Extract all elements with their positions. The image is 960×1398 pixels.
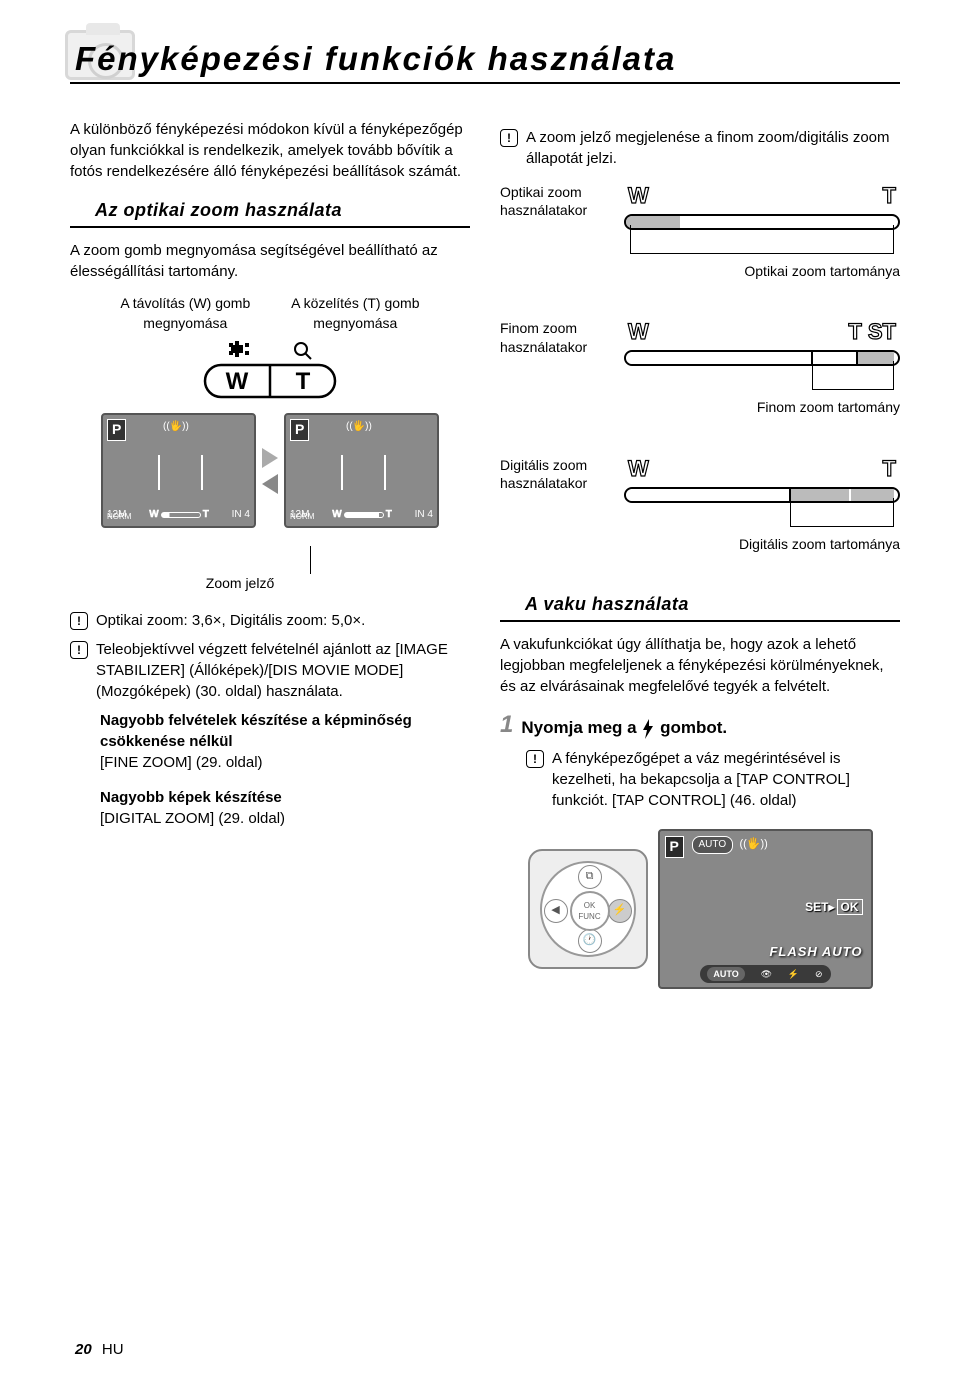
optical-zoom-bar: W T Optikai zoom tartománya bbox=[624, 181, 900, 281]
optical-zoom-heading: Az optikai zoom használata bbox=[70, 196, 470, 228]
note-text: Optikai zoom: 3,6×, Digitális zoom: 5,0×… bbox=[96, 610, 365, 631]
fine-zoom-bar-row: Finom zoom használatakor W T ST Finom zoom… bbox=[500, 317, 900, 417]
mode-p-badge: P bbox=[665, 836, 684, 858]
page-title: Fényképezési funkciók használata bbox=[75, 40, 900, 78]
fine-zoom-range-label: Finom zoom tartomány bbox=[624, 398, 900, 418]
set-ok-label: SET▸OK bbox=[805, 899, 862, 916]
flash-mode-auto: AUTO bbox=[707, 967, 744, 982]
t-letter: T bbox=[883, 454, 896, 485]
st-letter: ST bbox=[868, 319, 896, 344]
dpad-down-icon: 🕐 bbox=[578, 929, 602, 953]
digital-zoom-heading: Nagyobb képek készítése bbox=[100, 787, 470, 808]
in-counter: IN 4 bbox=[415, 508, 433, 522]
norm-label: NORM bbox=[290, 511, 314, 522]
title-underline bbox=[70, 82, 900, 84]
warn-icon: ! bbox=[70, 641, 88, 659]
dpad-left-icon: ◀ bbox=[544, 899, 568, 923]
svg-text:T: T bbox=[296, 368, 311, 395]
flash-diagram: ⧉ 🕐 ◀ ⚡ OKFUNC P AUTO ((🖐)) SET▸OK FLASH… bbox=[500, 829, 900, 989]
note-text: Teleobjektívvel végzett felvételnél aján… bbox=[96, 639, 470, 702]
step-number: 1 bbox=[500, 713, 513, 737]
left-column: A különböző fényképezési módokon kívül a… bbox=[70, 119, 470, 989]
page-number: 20 HU bbox=[75, 1341, 124, 1358]
svg-text:W: W bbox=[226, 368, 249, 395]
flash-heading: A vaku használata bbox=[500, 590, 900, 622]
digital-zoom-bar-row: Digitális zoom használatakor W T Digitáli… bbox=[500, 454, 900, 554]
intro-paragraph: A különböző fényképezési módokon kívül a… bbox=[70, 119, 470, 182]
flash-step-1: 1 Nyomja meg a gombot. bbox=[500, 713, 900, 740]
stabilizer-icon: ((🖐)) bbox=[346, 420, 372, 434]
right-column: ! A zoom jelző megjelenése a finom zoom/… bbox=[500, 119, 900, 989]
note-text: A zoom jelző megjelenése a finom zoom/di… bbox=[526, 127, 900, 169]
flash-mode-on: ⚡ bbox=[788, 968, 799, 981]
t-button-label: A közelítés (T) gomb megnyomása bbox=[271, 294, 440, 333]
digital-zoom-bar-label: Digitális zoom használatakor bbox=[500, 454, 610, 492]
page-number-value: 20 bbox=[75, 1341, 92, 1358]
fine-zoom-ref: [FINE ZOOM] (29. oldal) bbox=[100, 752, 470, 773]
t-letter: T bbox=[848, 319, 861, 344]
zoom-button-labels: A távolítás (W) gomb megnyomása A közelí… bbox=[70, 294, 470, 333]
zoom-mini-indicator: W T bbox=[332, 508, 392, 522]
optical-zoom-desc: A zoom gomb megnyomása segítségével beál… bbox=[70, 240, 470, 282]
mode-p-badge: P bbox=[290, 419, 309, 441]
flash-step-note: ! A fényképezőgépet a váz megérintésével… bbox=[526, 748, 900, 811]
norm-label: NORM bbox=[107, 511, 131, 522]
dpad-right-flash-icon: ⚡ bbox=[608, 899, 632, 923]
zoom-mini-indicator: W T bbox=[149, 508, 209, 522]
dpad-up-icon: ⧉ bbox=[578, 865, 602, 889]
flash-mode-off: ⊘ bbox=[815, 968, 823, 981]
warn-icon: ! bbox=[500, 129, 518, 147]
dpad-center-ok: OKFUNC bbox=[570, 891, 610, 931]
note-text: A fényképezőgépet a váz megérintésével i… bbox=[552, 748, 900, 811]
optical-zoom-bar-row: Optikai zoom használatakor W T Optikai zo… bbox=[500, 181, 900, 281]
dpad-control: ⧉ 🕐 ◀ ⚡ OKFUNC bbox=[528, 849, 648, 969]
flash-mode-bar: AUTO 👁 ⚡ ⊘ bbox=[700, 965, 831, 983]
stabilizer-icon: ((🖐)) bbox=[163, 420, 189, 434]
flash-mode-redeye: 👁 bbox=[761, 968, 772, 981]
zoom-indicator-note: ! A zoom jelző megjelenése a finom zoom/… bbox=[500, 127, 900, 169]
warn-icon: ! bbox=[526, 750, 544, 768]
note-stabilizer: ! Teleobjektívvel végzett felvételnél aj… bbox=[70, 639, 470, 702]
w-letter: W bbox=[628, 454, 649, 485]
focus-brackets bbox=[158, 455, 203, 490]
stabilizer-icon: ((🖐)) bbox=[740, 837, 768, 852]
zoom-rocker-diagram: W T bbox=[175, 339, 365, 403]
fine-zoom-heading: Nagyobb felvételek készítése a képminősé… bbox=[100, 710, 470, 752]
page-lang: HU bbox=[102, 1341, 124, 1358]
w-letter: W bbox=[628, 317, 649, 348]
optical-zoom-range-label: Optikai zoom tartománya bbox=[624, 262, 900, 282]
mode-p-badge: P bbox=[107, 419, 126, 441]
digital-zoom-range-label: Digitális zoom tartománya bbox=[624, 535, 900, 555]
lcd-preview-row: P ((🖐)) 12M W T IN 4 NORM bbox=[70, 413, 470, 528]
auto-pill: AUTO bbox=[692, 836, 734, 854]
t-letter: T bbox=[883, 181, 896, 212]
digital-zoom-ref: [DIGITAL ZOOM] (29. oldal) bbox=[100, 808, 470, 829]
optical-zoom-bar-label: Optikai zoom használatakor bbox=[500, 181, 610, 219]
focus-brackets bbox=[341, 455, 386, 490]
step-text: Nyomja meg a gombot. bbox=[521, 713, 727, 740]
flash-desc: A vakufunkciókat úgy állíthatja be, hogy… bbox=[500, 634, 900, 697]
two-column-layout: A különböző fényképezési módokon kívül a… bbox=[70, 119, 900, 989]
note-optical-digital: ! Optikai zoom: 3,6×, Digitális zoom: 5,… bbox=[70, 610, 470, 631]
w-letter: W bbox=[628, 181, 649, 212]
flash-lcd-preview: P AUTO ((🖐)) SET▸OK FLASH AUTO AUTO 👁 ⚡ … bbox=[658, 829, 873, 989]
w-button-label: A távolítás (W) gomb megnyomása bbox=[100, 294, 271, 333]
digital-zoom-bar: W T Digitális zoom tartománya bbox=[624, 454, 900, 554]
digital-zoom-block: Nagyobb képek készítése [DIGITAL ZOOM] (… bbox=[70, 787, 470, 829]
fine-zoom-block: Nagyobb felvételek készítése a képminősé… bbox=[70, 710, 470, 773]
fine-zoom-bar-label: Finom zoom használatakor bbox=[500, 317, 610, 355]
warn-icon: ! bbox=[70, 612, 88, 630]
lcd-tele-preview: P ((🖐)) 12M W T IN 4 NORM bbox=[284, 413, 439, 528]
flash-icon bbox=[641, 719, 655, 739]
zoom-jelzo-pointer bbox=[150, 546, 470, 574]
fine-zoom-bar: W T ST Finom zoom tartomány bbox=[624, 317, 900, 417]
in-counter: IN 4 bbox=[232, 508, 250, 522]
zoom-jelzo-label: Zoom jelző bbox=[10, 574, 470, 594]
transition-arrows bbox=[262, 448, 278, 494]
flash-auto-label: FLASH AUTO bbox=[769, 943, 862, 961]
lcd-wide-preview: P ((🖐)) 12M W T IN 4 NORM bbox=[101, 413, 256, 528]
arrow-right-icon bbox=[262, 448, 278, 468]
arrow-left-icon bbox=[262, 474, 278, 494]
